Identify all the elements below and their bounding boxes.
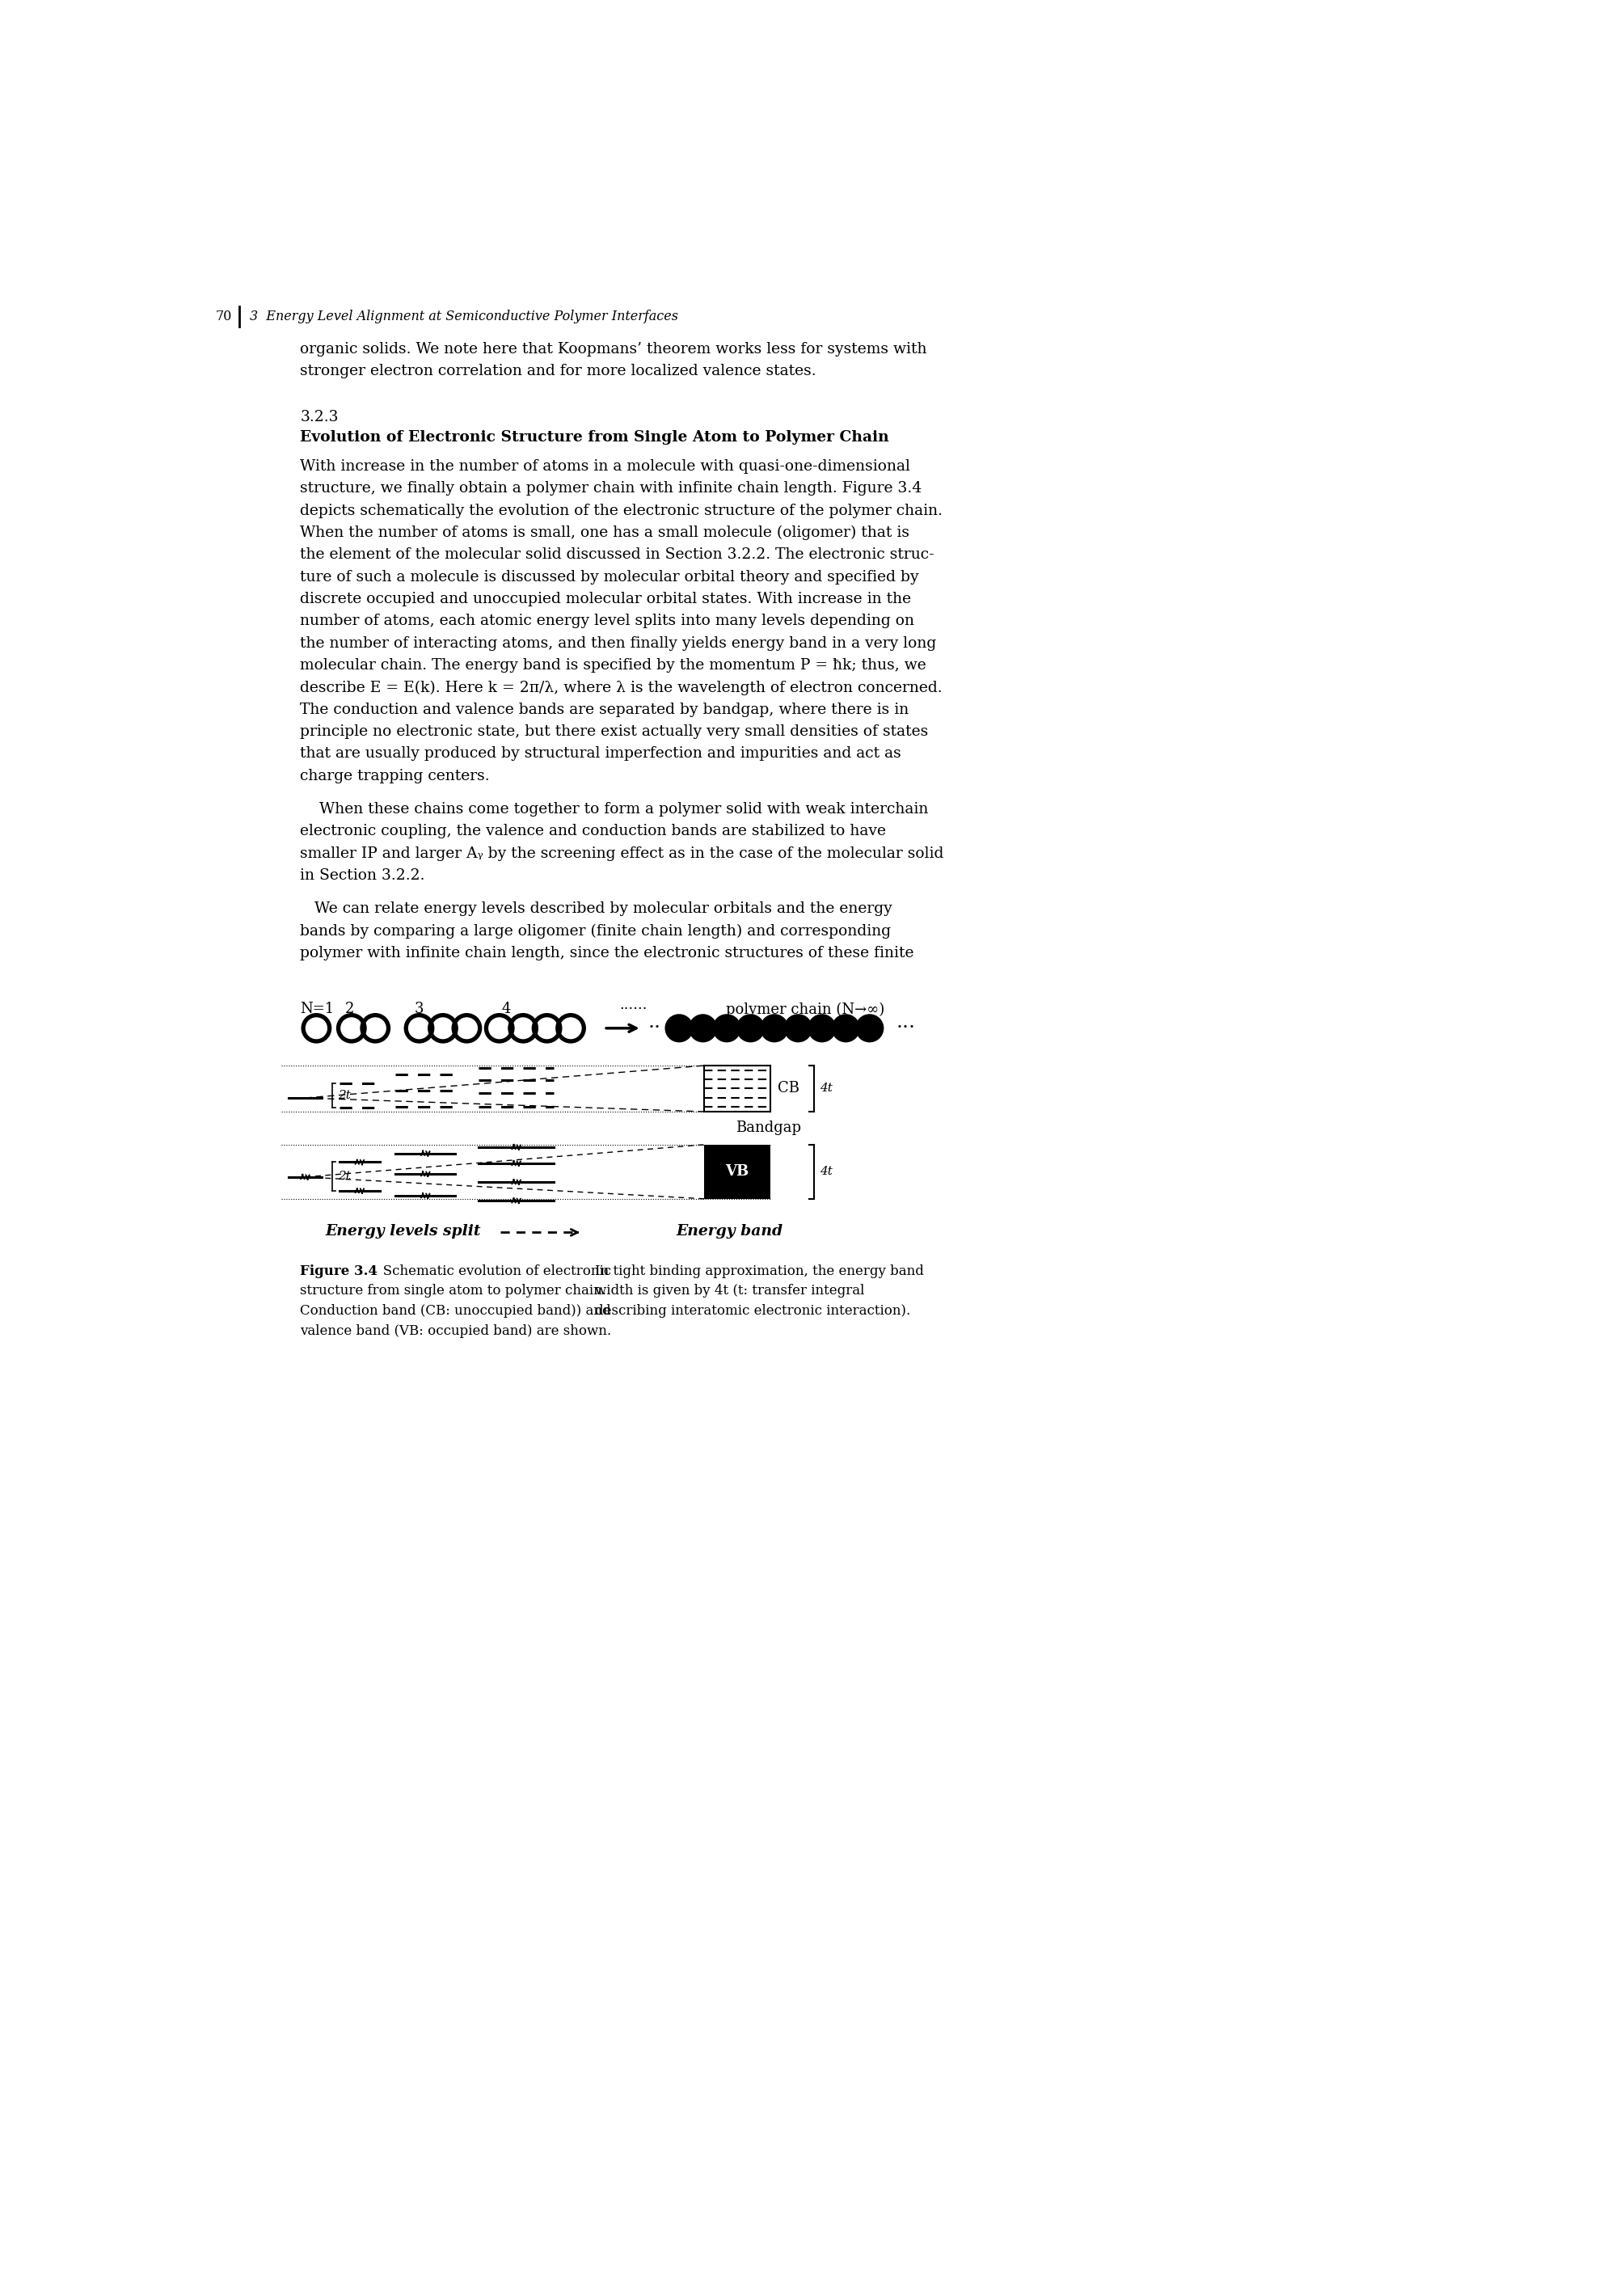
Text: organic solids. We note here that Koopmans’ theorem works less for systems with: organic solids. We note here that Koopma… xyxy=(300,342,927,355)
Text: principle no electronic state, but there exist actually very small densities of : principle no electronic state, but there… xyxy=(300,724,929,738)
Text: 4t: 4t xyxy=(820,1082,833,1093)
Text: smaller IP and larger Aᵧ by the screening effect as in the case of the molecular: smaller IP and larger Aᵧ by the screenin… xyxy=(300,846,944,862)
Text: electronic coupling, the valence and conduction bands are stabilized to have: electronic coupling, the valence and con… xyxy=(300,825,887,839)
Text: The conduction and valence bands are separated by bandgap, where there is in: The conduction and valence bands are sep… xyxy=(300,701,909,717)
Text: N=1: N=1 xyxy=(300,1002,335,1018)
Text: 4: 4 xyxy=(502,1002,512,1018)
Text: 2t: 2t xyxy=(338,1171,351,1183)
Text: that are usually produced by structural imperfection and impurities and act as: that are usually produced by structural … xyxy=(300,747,901,761)
Circle shape xyxy=(784,1015,812,1041)
Text: In tight binding approximation, the energy band: In tight binding approximation, the ener… xyxy=(594,1265,924,1279)
Text: 4t: 4t xyxy=(820,1167,833,1178)
Text: describing interatomic electronic interaction).: describing interatomic electronic intera… xyxy=(594,1304,909,1318)
Text: With increase in the number of atoms in a molecule with quasi-one-dimensional: With increase in the number of atoms in … xyxy=(300,458,911,474)
Text: 2t: 2t xyxy=(338,1089,351,1100)
Text: structure, we finally obtain a polymer chain with infinite chain length. Figure : structure, we finally obtain a polymer c… xyxy=(300,481,922,495)
Text: discrete occupied and unoccupied molecular orbital states. With increase in the: discrete occupied and unoccupied molecul… xyxy=(300,591,911,607)
Text: 70: 70 xyxy=(216,309,232,323)
Text: the number of interacting atoms, and then finally yields energy band in a very l: the number of interacting atoms, and the… xyxy=(300,635,937,651)
Text: Figure 3.4: Figure 3.4 xyxy=(300,1265,378,1279)
Text: charge trapping centers.: charge trapping centers. xyxy=(300,768,490,784)
Bar xyxy=(705,1144,770,1199)
Text: ···: ··· xyxy=(896,1020,916,1038)
Text: Energy band: Energy band xyxy=(676,1224,783,1238)
Text: ······: ······ xyxy=(620,1002,648,1018)
Text: 3  Energy Level Alignment at Semiconductive Polymer Interfaces: 3 Energy Level Alignment at Semiconducti… xyxy=(250,309,679,323)
Text: Schematic evolution of electronic: Schematic evolution of electronic xyxy=(370,1265,611,1279)
Circle shape xyxy=(690,1015,716,1041)
Text: VB: VB xyxy=(726,1164,749,1178)
Circle shape xyxy=(666,1015,692,1041)
Text: 3: 3 xyxy=(414,1002,424,1018)
Text: ture of such a molecule is discussed by molecular orbital theory and specified b: ture of such a molecule is discussed by … xyxy=(300,571,919,584)
Text: structure from single atom to polymer chain.: structure from single atom to polymer ch… xyxy=(300,1284,606,1297)
Circle shape xyxy=(809,1015,835,1041)
Text: polymer chain (N→∞): polymer chain (N→∞) xyxy=(726,1002,885,1018)
Text: depicts schematically the evolution of the electronic structure of the polymer c: depicts schematically the evolution of t… xyxy=(300,504,944,518)
Circle shape xyxy=(713,1015,741,1041)
Circle shape xyxy=(762,1015,788,1041)
Text: valence band (VB: occupied band) are shown.: valence band (VB: occupied band) are sho… xyxy=(300,1325,611,1339)
Text: Energy levels split: Energy levels split xyxy=(325,1224,481,1238)
Text: number of atoms, each atomic energy level splits into many levels depending on: number of atoms, each atomic energy leve… xyxy=(300,614,914,628)
Text: polymer with infinite chain length, since the electronic structures of these fin: polymer with infinite chain length, sinc… xyxy=(300,947,914,960)
Text: Evolution of Electronic Structure from Single Atom to Polymer Chain: Evolution of Electronic Structure from S… xyxy=(300,431,890,445)
Text: stronger electron correlation and for more localized valence states.: stronger electron correlation and for mo… xyxy=(300,364,817,378)
Text: When the number of atoms is small, one has a small molecule (oligomer) that is: When the number of atoms is small, one h… xyxy=(300,525,909,541)
Text: CB: CB xyxy=(778,1082,799,1096)
Text: ··: ·· xyxy=(648,1020,661,1038)
Circle shape xyxy=(833,1015,859,1041)
Text: Bandgap: Bandgap xyxy=(736,1121,801,1135)
Text: Conduction band (CB: unoccupied band)) and: Conduction band (CB: unoccupied band)) a… xyxy=(300,1304,611,1318)
Text: bands by comparing a large oligomer (finite chain length) and corresponding: bands by comparing a large oligomer (fin… xyxy=(300,924,892,937)
Text: When these chains come together to form a polymer solid with weak interchain: When these chains come together to form … xyxy=(300,802,929,816)
Text: the element of the molecular solid discussed in Section 3.2.2. The electronic st: the element of the molecular solid discu… xyxy=(300,548,934,562)
Text: We can relate energy levels described by molecular orbitals and the energy: We can relate energy levels described by… xyxy=(300,901,893,917)
Text: width is given by 4t (t: transfer integral: width is given by 4t (t: transfer integr… xyxy=(594,1284,864,1297)
Text: molecular chain. The energy band is specified by the momentum P = ħk; thus, we: molecular chain. The energy band is spec… xyxy=(300,658,926,672)
Text: 2: 2 xyxy=(346,1002,354,1018)
Circle shape xyxy=(737,1015,763,1041)
Text: 3.2.3: 3.2.3 xyxy=(300,410,338,424)
Text: describe E = E(k). Here k = 2π/λ, where λ is the wavelength of electron concerne: describe E = E(k). Here k = 2π/λ, where … xyxy=(300,681,942,694)
Text: in Section 3.2.2.: in Section 3.2.2. xyxy=(300,869,425,882)
Circle shape xyxy=(856,1015,883,1041)
